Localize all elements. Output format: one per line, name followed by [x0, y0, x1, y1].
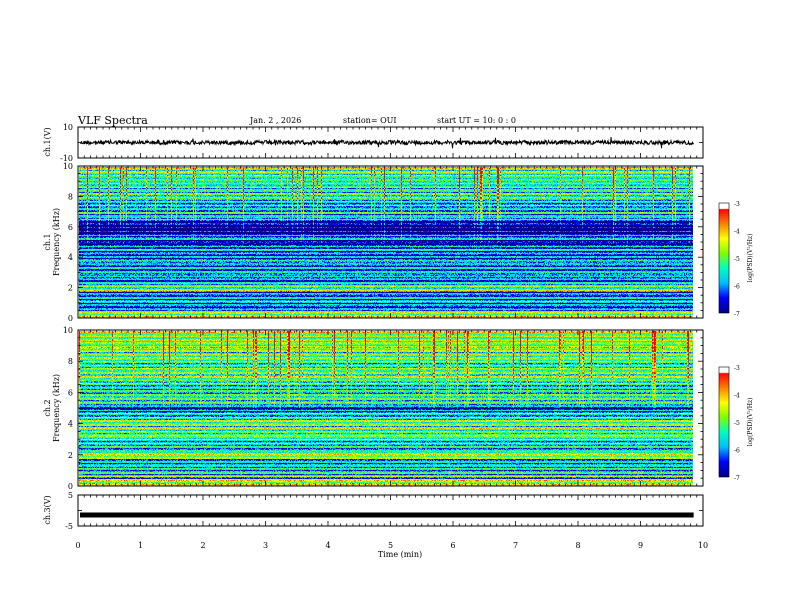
ch2-colorbar-frame	[718, 366, 730, 478]
ch1-cbar-tick-m7: -7	[734, 311, 740, 318]
ch1-colorbar	[719, 203, 729, 313]
ch2-spectrogram-frame	[77, 329, 704, 487]
x-tick-labels: 0 1 2 3 4 5 6 7 8 9 10	[75, 541, 708, 550]
start-time-text: start UT = 10: 0 : 0	[437, 116, 516, 125]
ch2-spectrogram-yticks: 0 2 4 6 8 10	[63, 326, 73, 491]
xtick-0: 0	[75, 541, 80, 550]
ch1-spec-ytick-8: 8	[68, 192, 73, 201]
ch2-spectrogram-image	[79, 331, 693, 486]
ch1-spec-ytick-10: 10	[63, 162, 73, 171]
ch3-ytick-top: 5	[68, 491, 73, 500]
ch1-spec-ytick-2: 2	[68, 284, 73, 293]
ch1-spectrogram-image	[79, 167, 693, 318]
ch2-cbar-tick-m7: -7	[734, 475, 740, 482]
ch2-spec-ytick-4: 4	[68, 420, 73, 429]
ch2-frequency-label: Frequency (kHz)	[52, 374, 61, 442]
ch2-colorbar	[719, 367, 729, 477]
xtick-2: 2	[200, 541, 205, 550]
xtick-4: 4	[325, 541, 330, 550]
ch1-ytick-bottom: -10	[60, 154, 73, 163]
xtick-1: 1	[138, 541, 143, 550]
ch2-cbar-tick-m5: -5	[734, 420, 740, 427]
ch1-spec-ytick-6: 6	[68, 223, 73, 232]
ch2-spec-ytick-0: 0	[68, 482, 73, 491]
ch1-colorbar-frame	[718, 202, 730, 314]
ch1-colorbar-label: log(PSD)(V²/Hz)	[747, 234, 754, 283]
xtick-5: 5	[388, 541, 393, 550]
date-text: Jan. 2 , 2026	[249, 116, 301, 125]
ch1-ytick-top: 10	[63, 123, 73, 132]
ch1-spectrogram-frame	[77, 165, 704, 319]
ch2-colorbar-label: log(PSD)(V²/Hz)	[747, 398, 754, 447]
xtick-6: 6	[450, 541, 455, 550]
station-text: station= OUI	[343, 116, 397, 125]
xtick-7: 7	[513, 541, 518, 550]
ch1-waveform-line	[79, 137, 694, 149]
ch1-cbar-tick-m5: -5	[734, 256, 740, 263]
ch1-colorbar-ticks: -3 -4 -5 -6 -7	[734, 201, 740, 318]
ch1-cbar-tick-m4: -4	[734, 229, 740, 236]
xtick-10: 10	[698, 541, 708, 550]
figure-title: VLF Spectra	[77, 114, 148, 127]
ch1-cbar-tick-m6: -6	[734, 284, 740, 291]
ch2-spec-ytick-2: 2	[68, 451, 73, 460]
ch1-spec-ytick-4: 4	[68, 253, 73, 262]
xtick-9: 9	[638, 541, 643, 550]
ch2-spec-ytick-8: 8	[68, 357, 73, 366]
ch1-spec-ytick-0: 0	[68, 314, 73, 323]
ch1-cbar-tick-m3: -3	[734, 201, 740, 208]
ch1-spectrogram-yticks: 0 2 4 6 8 10	[63, 162, 73, 323]
ch2-spec-ytick-10: 10	[63, 326, 73, 335]
ch1-channel-label: ch.1	[43, 233, 52, 250]
ch2-cbar-tick-m6: -6	[734, 448, 740, 455]
ch2-colorbar-ticks: -3 -4 -5 -6 -7	[734, 365, 740, 482]
ch1-waveform-ylabel: ch.1(V)	[43, 127, 52, 156]
ch2-channel-label: ch.2	[43, 399, 52, 416]
ch2-spec-ytick-6: 6	[68, 388, 73, 397]
xtick-8: 8	[575, 541, 580, 550]
ch1-frequency-label: Frequency (kHz)	[52, 208, 61, 276]
tick-marks	[77, 126, 704, 527]
xtick-3: 3	[263, 541, 268, 550]
ch3-waveform-ylabel: ch.3(V)	[43, 495, 52, 524]
ch3-ytick-bottom: -5	[65, 522, 73, 531]
x-axis-label: Time (min)	[378, 550, 422, 559]
ch2-cbar-tick-m3: -3	[734, 365, 740, 372]
ch2-cbar-tick-m4: -4	[734, 393, 740, 400]
